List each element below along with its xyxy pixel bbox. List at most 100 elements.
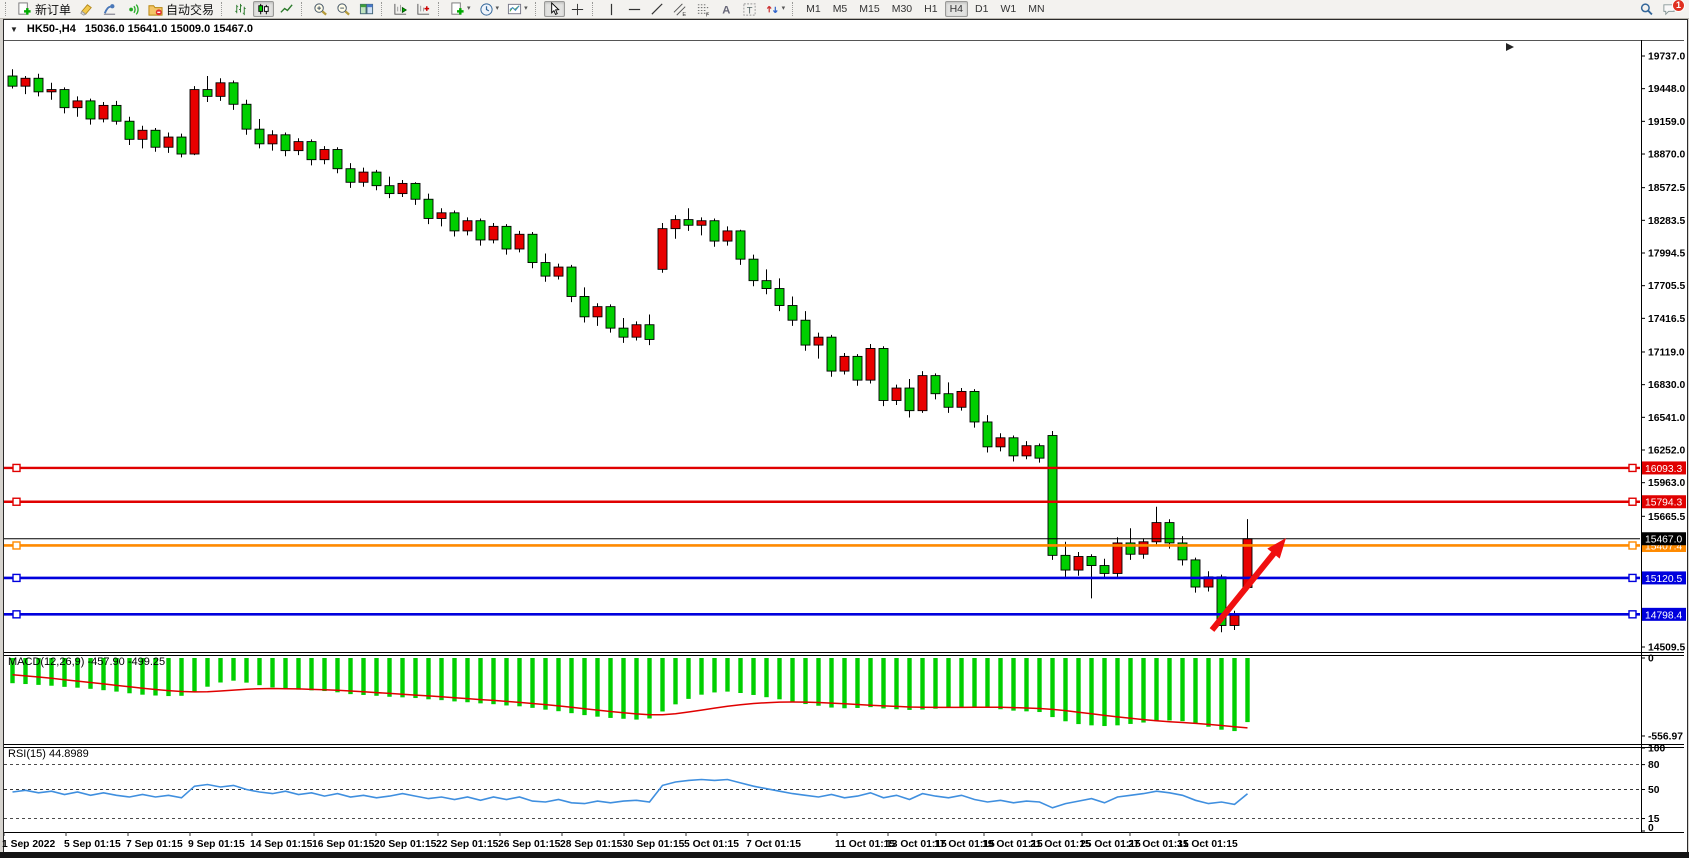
timeframe-button-m15[interactable]: M15	[859, 3, 880, 15]
trend-arrow-shaft[interactable]	[1209, 550, 1278, 632]
trendline-button[interactable]	[647, 1, 668, 17]
rsi-tick-label: 80	[1648, 760, 1660, 771]
line-chart-button[interactable]	[276, 1, 297, 17]
candlestick-chart-button[interactable]	[253, 1, 275, 17]
cursor-button[interactable]	[543, 1, 565, 17]
line-handle[interactable]	[12, 541, 21, 550]
time-tick-label: 5 Oct 01:15	[684, 839, 739, 850]
search-icon	[1640, 2, 1653, 15]
line-handle[interactable]	[12, 497, 21, 506]
text-label-button[interactable]: T	[739, 1, 760, 17]
new-order-button[interactable]: 新订单	[14, 1, 74, 17]
price-tick-label: 19737.0	[1648, 52, 1685, 63]
macd-histogram-bar	[738, 658, 743, 693]
time-tick-label: 11 Oct 01:15	[835, 839, 895, 850]
macd-histogram-bar	[335, 658, 340, 693]
time-tick-label: 26 Sep 01:15	[498, 839, 561, 850]
candle-body	[1099, 565, 1110, 574]
new-chart-button[interactable]: ▾	[447, 1, 474, 17]
time-tick-label: 20 Sep 01:15	[374, 839, 437, 850]
candle-body	[969, 390, 980, 423]
chart-shift-marker[interactable]	[1506, 43, 1514, 51]
crosshair-button[interactable]	[567, 1, 588, 17]
chat-button[interactable]: 1	[1659, 0, 1685, 17]
candle-body	[1086, 556, 1097, 566]
price-tick-label: 16252.0	[1648, 446, 1685, 457]
fibonacci-button[interactable]: F	[693, 1, 714, 17]
eraser-button[interactable]	[76, 1, 97, 17]
price-tag	[1642, 461, 1686, 475]
line-handle[interactable]	[1628, 573, 1637, 583]
chart-forward-button[interactable]	[390, 1, 411, 17]
chart-title-bar: ▼ HK50-,H4 15036.0 15641.0 15009.0 15467…	[10, 23, 253, 35]
timeframe-button-d1[interactable]: D1	[975, 3, 989, 15]
equidistant-channel-button[interactable]: E	[670, 1, 691, 17]
line-handle[interactable]	[1628, 497, 1637, 506]
time-tick-label: 21 Oct 01:15	[1030, 839, 1091, 850]
timeframe-button-h4[interactable]: H4	[944, 1, 969, 17]
chart-indicator-button[interactable]	[413, 1, 434, 17]
candle-body	[579, 296, 590, 318]
macd-histogram-bar	[23, 658, 28, 685]
candle-body	[215, 82, 226, 97]
candle-body	[774, 288, 785, 306]
price-tick-label: 15963.0	[1648, 478, 1685, 489]
timeframe-button-m5[interactable]: M5	[832, 3, 848, 15]
line-handle[interactable]	[1628, 610, 1637, 619]
toolbar-separator	[534, 2, 540, 16]
line-handle[interactable]	[1628, 541, 1637, 550]
macd-histogram-bar	[946, 658, 951, 708]
vertical-line-button[interactable]	[601, 1, 622, 17]
timeframe-button-w1[interactable]: W1	[1000, 3, 1017, 15]
candle-body	[423, 198, 434, 219]
zoom-in-button[interactable]	[310, 1, 331, 17]
timeframe-button-m1[interactable]: M1	[806, 3, 821, 15]
line-handle[interactable]	[12, 610, 21, 619]
timeframe-button-mn[interactable]: MN	[1028, 3, 1045, 15]
main-toolbar: 新订单 自动交易	[0, 0, 1689, 19]
arrow-tools-button[interactable]: ▾	[762, 1, 789, 17]
template-button[interactable]: ▾	[504, 1, 531, 17]
candle-body	[280, 134, 291, 152]
candle-body	[670, 219, 681, 230]
template-dropdown-caret[interactable]: ▾	[524, 5, 528, 12]
auto-trading-button[interactable]: 自动交易	[145, 1, 217, 17]
bar-chart-icon	[235, 3, 246, 15]
macd-signal-line	[12, 674, 1248, 729]
macd-histogram-bar	[764, 658, 769, 698]
publish-button[interactable]	[99, 1, 120, 17]
macd-histogram-bar	[686, 658, 691, 699]
line-handle[interactable]	[12, 573, 21, 583]
toolbar-grip[interactable]	[5, 2, 10, 16]
trend-arrow-head[interactable]	[1267, 538, 1286, 559]
candle-body	[72, 100, 83, 109]
macd-histogram-bar	[1154, 658, 1159, 722]
collapse-chart-toggle[interactable]: ▼	[10, 24, 18, 34]
period-button[interactable]: ▾	[476, 1, 503, 17]
line-handle[interactable]	[1628, 463, 1637, 473]
candle-body	[254, 128, 265, 145]
arrow-tools-dropdown-caret[interactable]: ▾	[781, 5, 786, 12]
tile-windows-button[interactable]	[356, 1, 377, 17]
search-button[interactable]	[1636, 1, 1657, 17]
zoom-out-button[interactable]	[333, 1, 354, 17]
text-icon: A	[722, 4, 730, 16]
timeframe-button-m30[interactable]: M30	[891, 3, 913, 15]
signal-button[interactable]	[122, 1, 143, 17]
cursor-icon	[550, 1, 560, 15]
line-handle[interactable]	[12, 463, 21, 473]
bar-chart-button[interactable]	[230, 1, 251, 17]
macd-histogram-bar	[1180, 658, 1185, 722]
horizontal-line-button[interactable]	[624, 1, 645, 17]
macd-histogram-bar	[426, 658, 431, 700]
macd-histogram-bar	[1089, 658, 1094, 726]
new-chart-dropdown-caret[interactable]: ▾	[467, 5, 471, 12]
macd-histogram-bar	[1115, 658, 1120, 726]
period-dropdown-caret[interactable]: ▾	[495, 5, 500, 12]
text-button[interactable]: A	[716, 1, 737, 17]
trendline-icon	[651, 2, 663, 15]
candle-body	[202, 89, 213, 97]
candle-body	[189, 89, 200, 155]
timeframe-button-h1[interactable]: H1	[924, 3, 938, 15]
